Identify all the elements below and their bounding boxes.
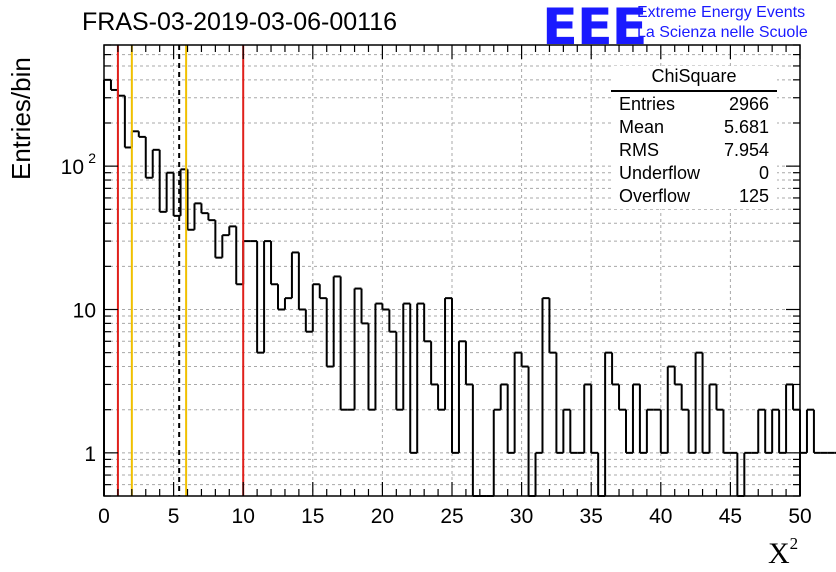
stats-value: 5.681 (723, 117, 769, 137)
stats-row-entries: Entries 2966 (611, 94, 777, 117)
x-axis-label-symbol: X (768, 537, 790, 570)
x-tick-label: 20 (371, 505, 394, 528)
y-axis-label: Entries/bin (6, 57, 36, 180)
x-tick-label: 5 (168, 505, 180, 528)
x-tick-label: 45 (719, 505, 742, 528)
logo-line-1: Extreme Energy Events (637, 4, 806, 21)
stats-value: 0 (758, 163, 769, 183)
x-axis-label-superscript: 2 (789, 534, 799, 553)
x-tick-label: 30 (510, 505, 533, 528)
reference-lines (116, 45, 245, 496)
stats-row-mean: Mean 5.681 (611, 117, 777, 140)
y-tick-label: 10 (73, 299, 96, 322)
stats-value: 125 (738, 186, 769, 206)
stats-row-rms: RMS 7.954 (611, 140, 777, 163)
x-tick-label: 0 (98, 505, 110, 528)
x-tick-label: 35 (580, 505, 603, 528)
stats-box: ChiSquare Entries 2966 Mean 5.681 RMS 7.… (611, 66, 777, 209)
chart-title: FRAS-03-2019-03-06-00116 (82, 8, 398, 36)
stats-value: 7.954 (723, 140, 769, 160)
stats-label: Entries (619, 94, 676, 114)
eee-logo-mark: EEE (542, 0, 647, 56)
y-tick-label-exponent: 2 (88, 150, 96, 166)
x-tick-label: 40 (649, 505, 672, 528)
x-tick-label: 50 (788, 505, 811, 528)
x-axis-label: X2 (768, 534, 798, 571)
stats-row-underflow: Underflow 0 (611, 163, 777, 186)
x-tick-label: 25 (440, 505, 463, 528)
logo-line-2: La Scienza nelle Scuole (637, 24, 808, 41)
stats-label: RMS (619, 140, 659, 160)
stats-label: Mean (619, 117, 665, 137)
x-tick-label: 15 (301, 505, 324, 528)
stats-label: Underflow (619, 163, 701, 183)
stats-box-title: ChiSquare (611, 66, 777, 92)
stats-row-overflow: Overflow 125 (611, 186, 777, 209)
stats-value: 2966 (728, 94, 769, 114)
y-tick-label: 10 (61, 156, 84, 179)
stats-label: Overflow (619, 186, 691, 206)
y-tick-label: 1 (84, 443, 96, 466)
x-tick-label: 10 (232, 505, 255, 528)
